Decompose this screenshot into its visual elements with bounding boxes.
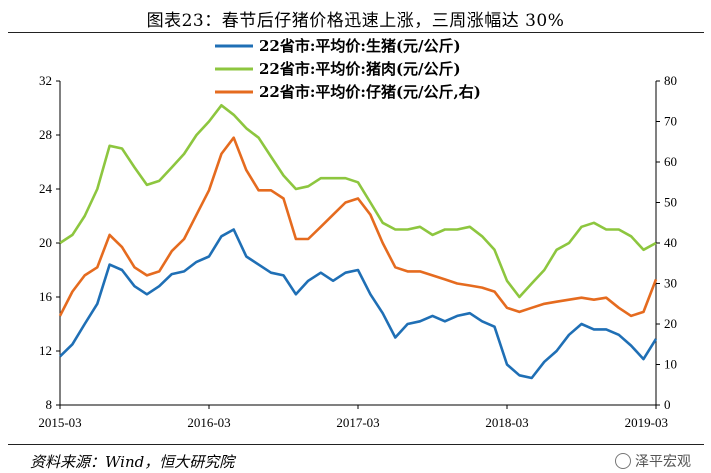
right-tick-label: 50 (664, 195, 677, 210)
right-tick-label: 80 (664, 73, 677, 88)
watermark-text: 泽平宏观 (635, 454, 691, 470)
left-tick-label: 32 (39, 73, 52, 88)
legend-label: 22省市:平均价:仔猪(元/公斤,右) (259, 83, 481, 101)
wechat-icon (615, 453, 631, 469)
right-tick-label: 60 (664, 154, 677, 169)
legend: 22省市:平均价:生猪(元/公斤) 22省市:平均价:猪肉(元/公斤) 22省市:平… (215, 37, 481, 101)
right-tick-label: 30 (664, 276, 677, 291)
left-tick-label: 20 (39, 235, 52, 250)
series-lines (58, 104, 658, 380)
x-tick-label: 2018-03 (485, 415, 528, 430)
right-tick-label: 70 (664, 114, 677, 129)
x-tick-label: 2017-03 (336, 415, 379, 430)
legend-label: 22省市:平均价:生猪(元/公斤) (259, 37, 461, 55)
left-tick-label: 8 (46, 397, 53, 412)
x-tick-label: 2015-03 (38, 415, 81, 430)
watermark-logo: 泽平宏观 (615, 451, 691, 471)
right-tick-label: 40 (664, 235, 677, 250)
left-tick-label: 24 (39, 181, 53, 196)
x-tick-label: 2016-03 (187, 415, 230, 430)
series-line (58, 136, 658, 318)
legend-label: 22省市:平均价:猪肉(元/公斤) (259, 60, 461, 78)
source-note: 资料来源：Wind，恒大研究院 (30, 453, 235, 471)
series-line (59, 228, 658, 380)
left-tick-label: 12 (39, 343, 52, 358)
left-tick-label: 28 (39, 127, 52, 142)
top-rule (8, 32, 704, 33)
right-tick-label: 20 (664, 316, 677, 331)
line-chart: 8 12 16 20 24 28 32 0 10 20 30 40 50 60 70 80 2015-03 201… (38, 37, 677, 430)
right-tick-label: 10 (664, 357, 677, 372)
chart-title: 图表23：春节后仔猪价格迅速上涨，三周涨幅达 30% (146, 11, 565, 31)
axes: 8 12 16 20 24 28 32 0 10 20 30 40 50 60 70 80 2015-03 201… (38, 73, 677, 430)
right-tick-label: 0 (664, 397, 671, 412)
left-tick-label: 16 (39, 289, 53, 304)
bottom-rule (8, 444, 704, 445)
series-line (59, 104, 657, 299)
x-tick-label: 2019-03 (625, 415, 668, 430)
